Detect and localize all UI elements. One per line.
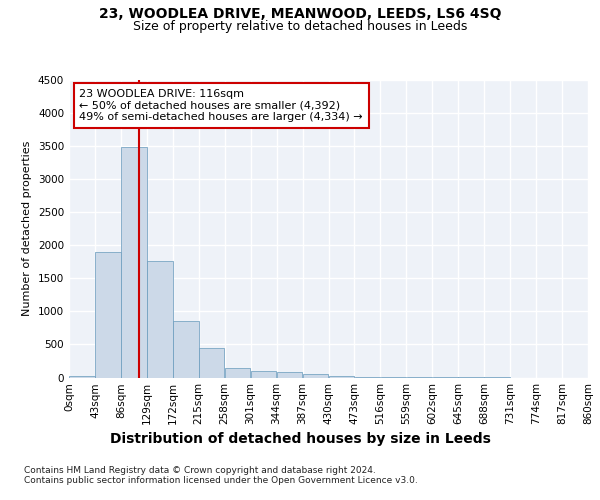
Bar	[329, 376, 354, 378]
Bar	[147, 261, 173, 378]
Text: Contains public sector information licensed under the Open Government Licence v3: Contains public sector information licen…	[24, 476, 418, 485]
Text: Contains HM Land Registry data © Crown copyright and database right 2024.: Contains HM Land Registry data © Crown c…	[24, 466, 376, 475]
Bar	[303, 374, 328, 378]
Bar	[173, 322, 199, 378]
Bar	[121, 148, 146, 378]
Text: Size of property relative to detached houses in Leeds: Size of property relative to detached ho…	[133, 20, 467, 33]
Bar	[251, 371, 277, 378]
Text: Distribution of detached houses by size in Leeds: Distribution of detached houses by size …	[110, 432, 490, 446]
Bar	[95, 252, 121, 378]
Bar	[277, 372, 302, 378]
Bar	[225, 368, 250, 378]
Bar	[69, 376, 95, 378]
Bar	[355, 376, 380, 378]
Text: 23 WOODLEA DRIVE: 116sqm
← 50% of detached houses are smaller (4,392)
49% of sem: 23 WOODLEA DRIVE: 116sqm ← 50% of detach…	[79, 89, 363, 122]
Bar	[199, 348, 224, 378]
Y-axis label: Number of detached properties: Number of detached properties	[22, 141, 32, 316]
Text: 23, WOODLEA DRIVE, MEANWOOD, LEEDS, LS6 4SQ: 23, WOODLEA DRIVE, MEANWOOD, LEEDS, LS6 …	[99, 8, 501, 22]
